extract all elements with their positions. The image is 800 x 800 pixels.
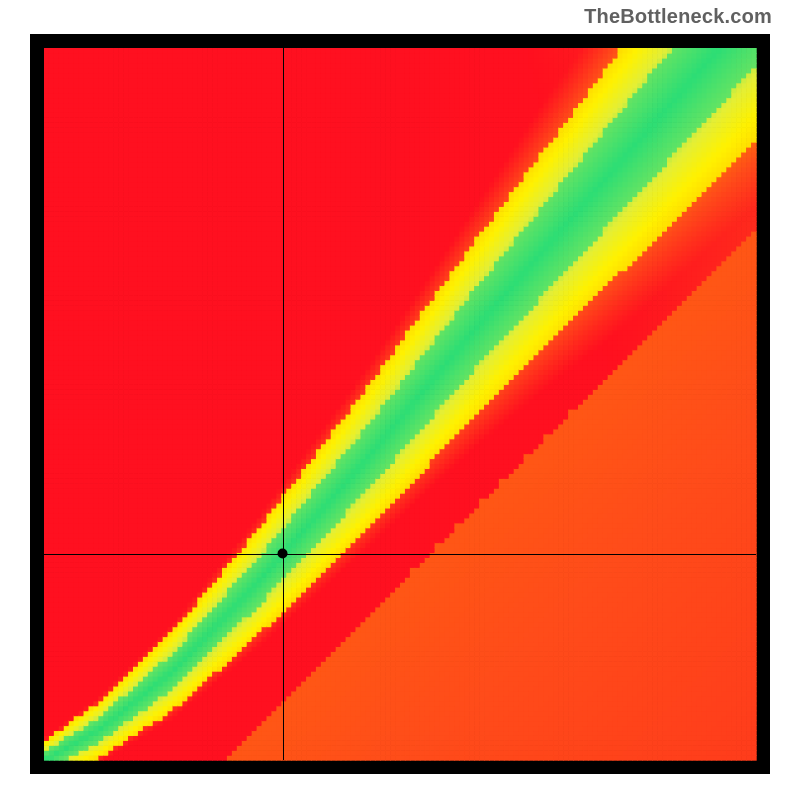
plot-frame: [30, 34, 770, 774]
attribution-text: TheBottleneck.com: [584, 6, 772, 29]
heatmap-canvas: [30, 34, 770, 774]
page-container: TheBottleneck.com: [0, 0, 800, 800]
